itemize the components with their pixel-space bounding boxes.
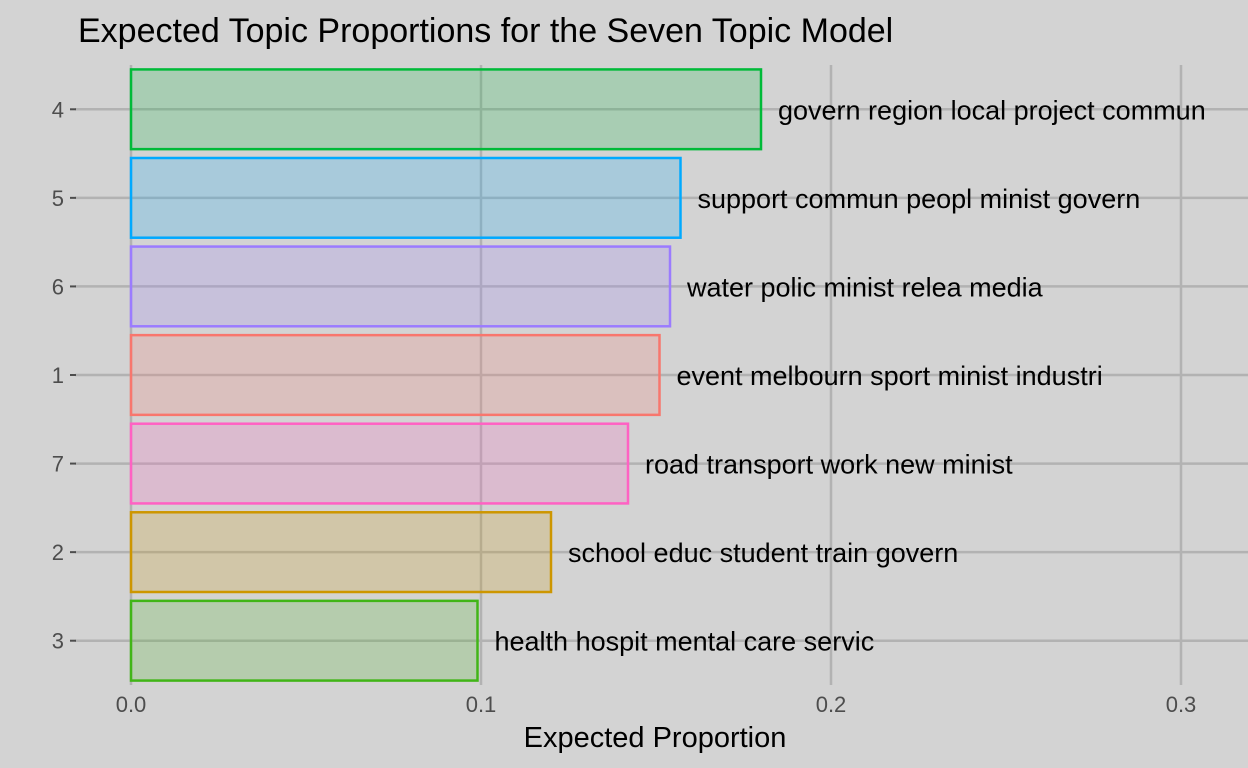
chart-title: Expected Topic Proportions for the Seven… (78, 12, 893, 50)
y-tick-label: 4 (52, 97, 64, 122)
bar-label: road transport work new minist (645, 450, 1013, 480)
y-tick-label: 7 (52, 452, 64, 477)
bar-label: govern region local project commun (778, 95, 1206, 125)
bar-label: health hospit mental care servic (495, 627, 875, 657)
y-tick-label: 3 (52, 629, 64, 654)
y-tick-label: 6 (52, 274, 64, 299)
x-tick-label: 0.3 (1166, 692, 1197, 717)
bar-label: water polic minist relea media (686, 272, 1044, 302)
bar (129, 599, 479, 682)
bar (129, 156, 682, 239)
bar (129, 68, 763, 151)
y-tick-label: 2 (52, 540, 64, 565)
x-tick-label: 0.1 (466, 692, 497, 717)
bar (129, 333, 661, 417)
y-tick-label: 1 (52, 363, 64, 388)
x-tick-label: 0.2 (816, 692, 847, 717)
bar (129, 511, 553, 594)
bar-label: event melbourn sport minist industri (677, 361, 1103, 391)
bar-label: support commun peopl minist govern (698, 184, 1141, 214)
bar (129, 422, 630, 505)
x-tick-label: 0.0 (116, 692, 147, 717)
bar (129, 245, 672, 328)
y-tick-label: 5 (52, 186, 64, 211)
bar-label: school educ student train govern (568, 538, 958, 568)
x-axis-title: Expected Proportion (524, 722, 787, 754)
